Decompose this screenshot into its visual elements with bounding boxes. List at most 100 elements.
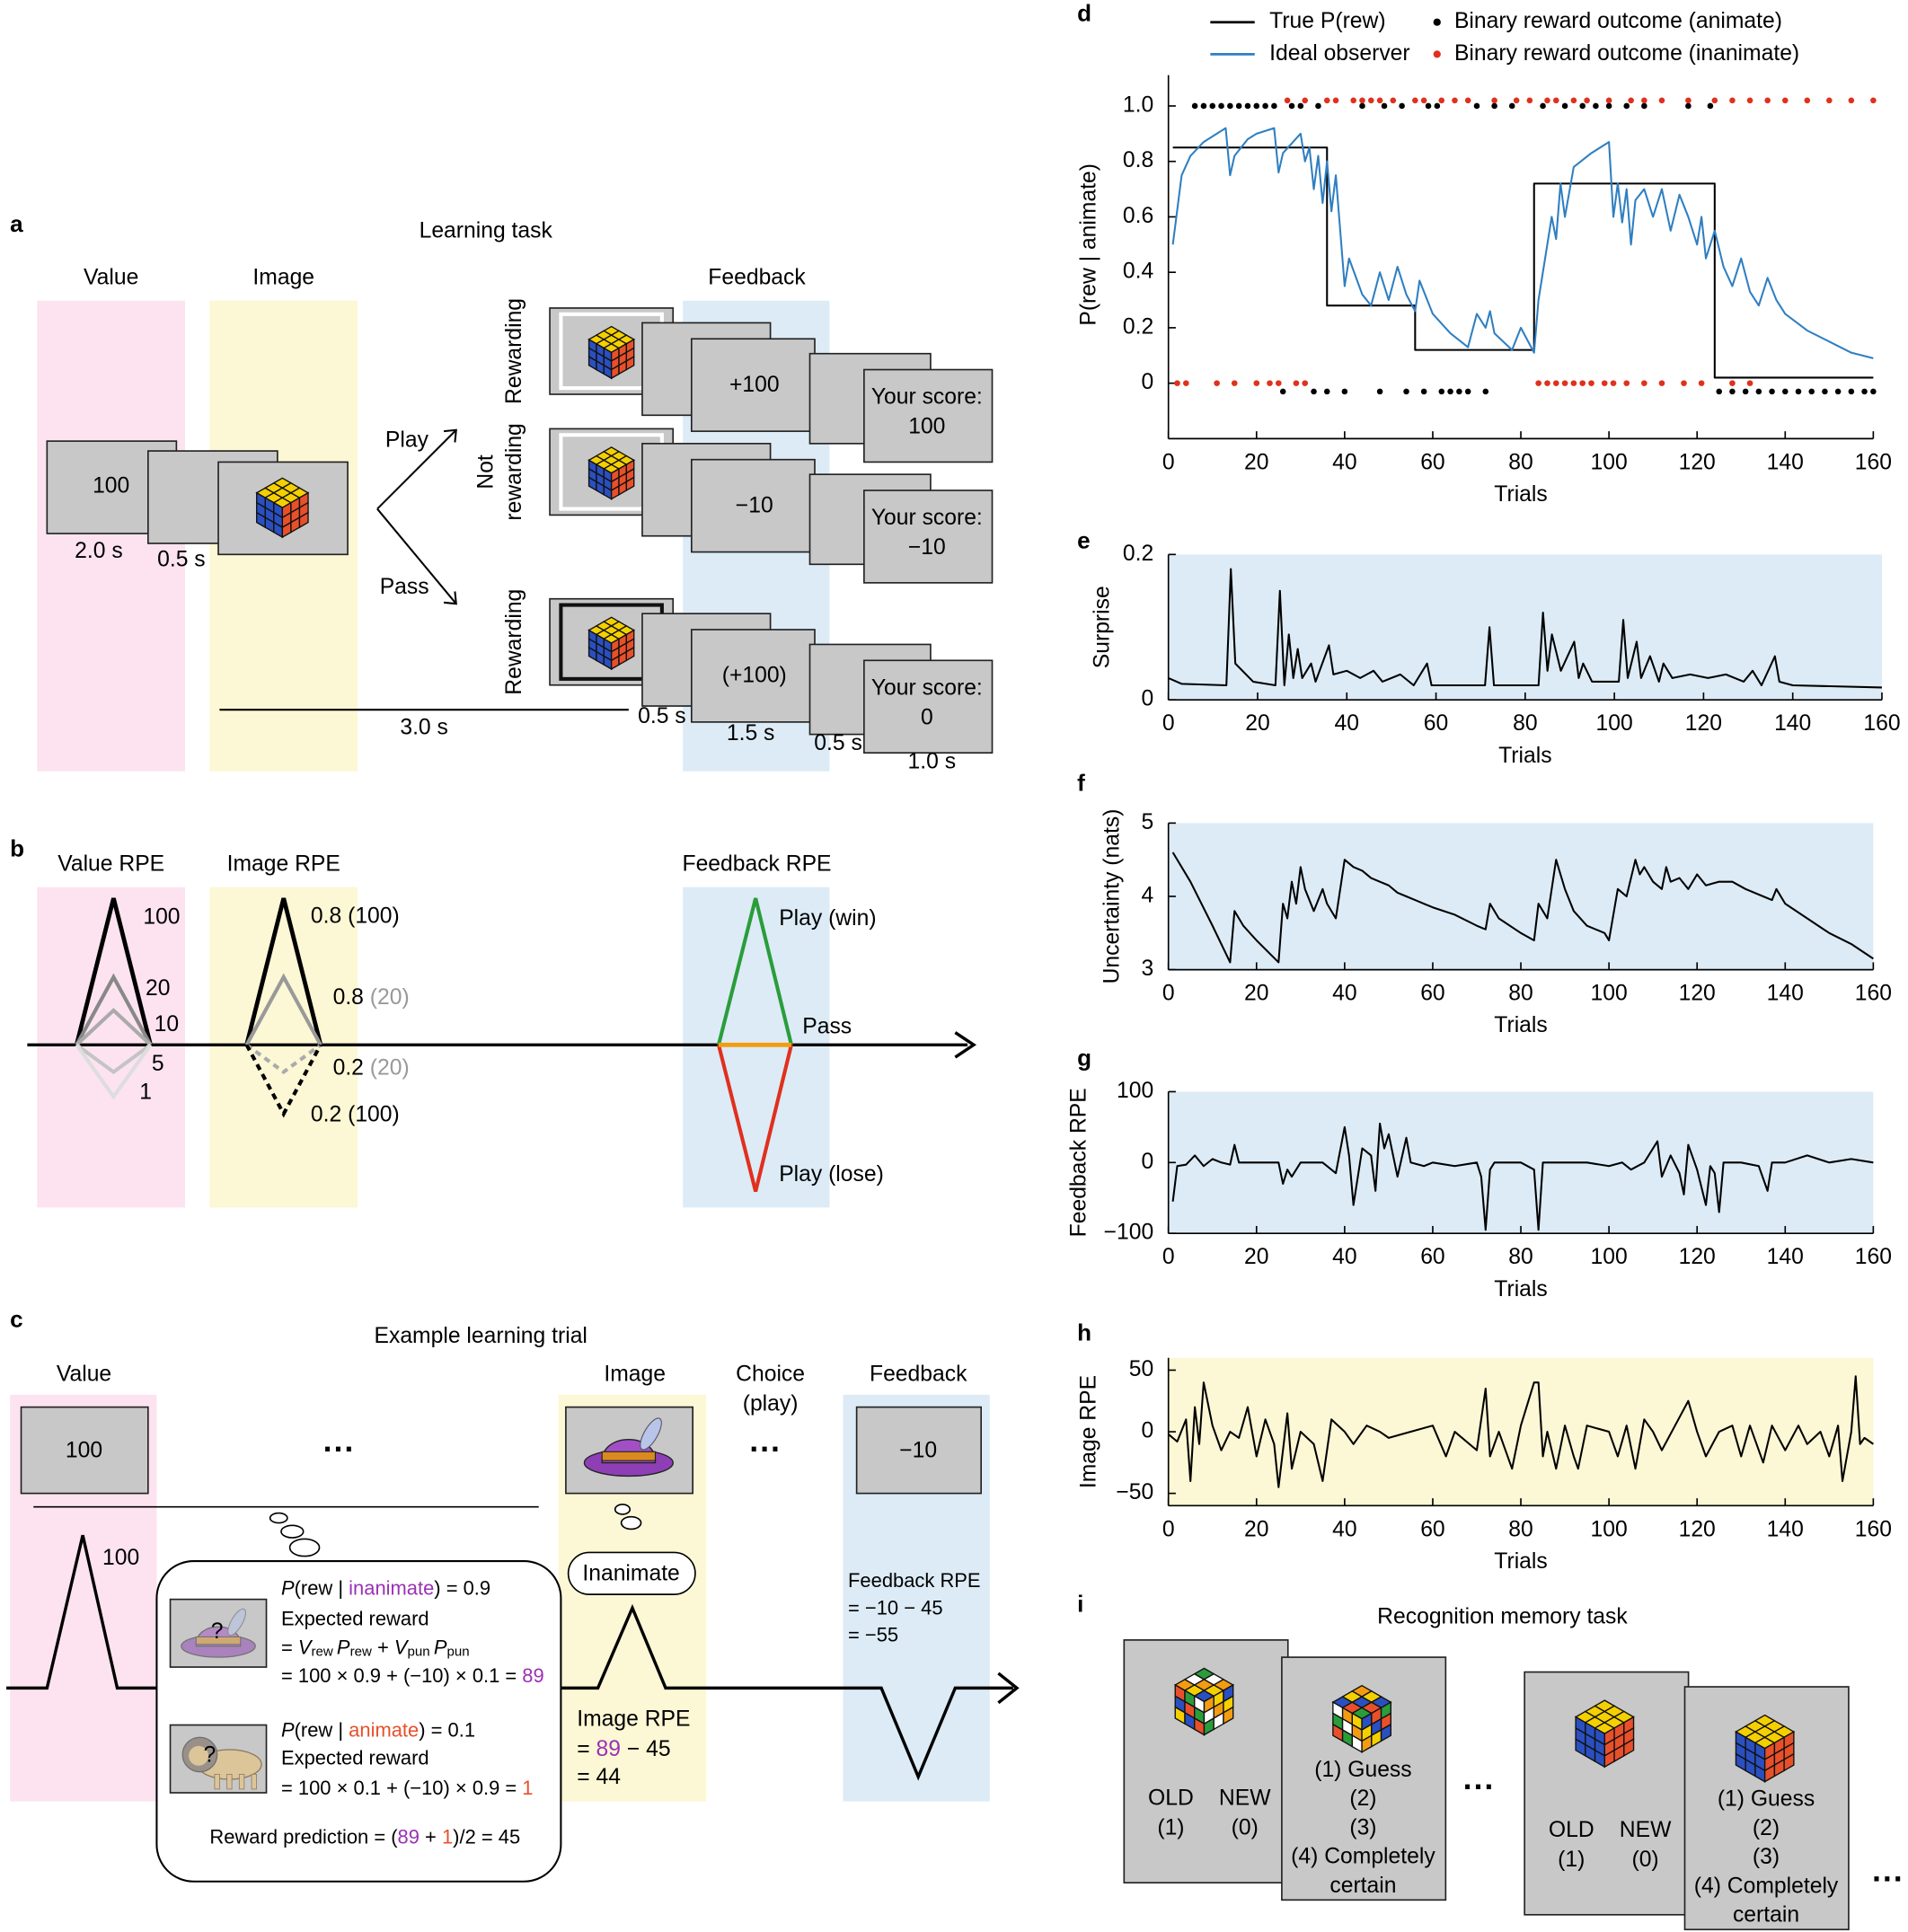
outcome-dot (1323, 388, 1330, 395)
outcome-dot (1231, 380, 1238, 386)
outcome-dot (1376, 97, 1383, 104)
x-tick-label: 20 (1245, 711, 1269, 736)
label: 100 (143, 905, 180, 930)
y-axis-label: Surprise (1091, 586, 1115, 668)
thought-bubble (614, 1504, 632, 1515)
label: (+100) (722, 664, 787, 688)
rpe-trace (6, 1534, 1013, 1781)
outcome-dot (1623, 102, 1630, 110)
outcome-dot (1716, 388, 1723, 395)
label: (2) (1349, 1786, 1376, 1811)
column-title: Image RPE (227, 852, 340, 877)
panel-label: e (1077, 526, 1091, 553)
outcome-dot (1681, 380, 1687, 386)
label: 2.0 s (75, 539, 123, 563)
x-tick-label: 100 (1591, 1245, 1628, 1269)
text-segment: )/2 = 45 (453, 1826, 520, 1848)
label: Play (win) (779, 906, 876, 931)
label: NEW (1620, 1818, 1672, 1842)
outcome-dot (1746, 380, 1753, 386)
label: NEW (1219, 1786, 1271, 1810)
panel-region (683, 887, 830, 1208)
outcome-dot (1253, 102, 1260, 110)
x-tick-label: 120 (1679, 1517, 1716, 1541)
label: +100 (729, 373, 780, 397)
text-segment: animate (349, 1718, 419, 1741)
column-title: Feedback (870, 1362, 967, 1386)
outcome-dot (1870, 388, 1877, 395)
screen (20, 1406, 149, 1495)
row-label: Rewarding (502, 298, 526, 404)
text-segment: ) = 0.1 (419, 1718, 475, 1741)
outcome-dot (1491, 97, 1497, 104)
x-tick-label: 80 (1508, 1517, 1533, 1541)
text-segment: 1 (522, 1777, 533, 1799)
label: Your score: (871, 385, 983, 410)
outcome-dot (1284, 97, 1291, 104)
row-label: Not (474, 454, 499, 490)
label: Pass (380, 575, 429, 599)
outcome-dot (1464, 388, 1471, 395)
label: Inanimate (582, 1562, 679, 1586)
cube-sticker (298, 511, 309, 529)
label: (1) Guess (1314, 1758, 1411, 1782)
hat-band (195, 1636, 242, 1645)
label: = 44 (577, 1765, 621, 1789)
x-tick-label: 60 (1420, 982, 1444, 1006)
outcome-dot (1698, 380, 1705, 386)
outcome-dot (1341, 388, 1348, 395)
panel-region (209, 887, 358, 1208)
outcome-dot (1584, 97, 1590, 104)
label: −10 (908, 535, 946, 560)
lion-leg (238, 1773, 245, 1790)
x-tick-label: 100 (1596, 711, 1633, 736)
text-segment: 0.2 (311, 1102, 341, 1126)
y-axis-label: Feedback RPE (1066, 1088, 1091, 1237)
label: = −55 (848, 1624, 898, 1646)
outcome-dot (1729, 97, 1736, 104)
text-segment: = 100 × 0.1 + (−10) × 0.9 = (281, 1777, 522, 1799)
text-segment: 0.2 (333, 1055, 364, 1080)
outcome-dot (1742, 388, 1749, 395)
outcome-dot (1302, 97, 1309, 104)
arrowhead (954, 1031, 977, 1059)
cube-icon (1735, 1714, 1796, 1783)
outcome-dot (1593, 102, 1599, 110)
text-segment: V (298, 1636, 314, 1658)
x-tick-label: 0 (1162, 1517, 1175, 1541)
text-segment: (100) (348, 1102, 400, 1126)
rich-label: = Vrew Prew + Vpun Ppun (281, 1636, 470, 1659)
text-segment: 0.8 (311, 904, 341, 928)
text-segment: inanimate (349, 1576, 434, 1599)
outcome-dot (1588, 380, 1594, 386)
x-tick-label: 120 (1679, 450, 1716, 474)
x-tick-label: 140 (1774, 711, 1811, 736)
outcome-dot (1755, 388, 1762, 395)
outcome-dot (1579, 380, 1586, 386)
text-segment: P (337, 1636, 350, 1658)
hat-icon (583, 1417, 674, 1478)
x-tick-label: 80 (1508, 450, 1533, 474)
column-title: Value (57, 1362, 111, 1386)
arrowhead (443, 428, 457, 443)
panel-label: b (10, 834, 24, 861)
y-tick-label: 4 (1141, 884, 1153, 908)
outcome-dot (1332, 97, 1339, 104)
x-tick-label: 120 (1679, 982, 1716, 1006)
label: 1.0 s (908, 750, 957, 774)
outcome-dot (1434, 102, 1441, 110)
text-segment: P (434, 1636, 447, 1658)
x-tick-label: 40 (1332, 982, 1356, 1006)
rpe-shape (716, 1044, 793, 1193)
text-segment: 1 (442, 1826, 453, 1848)
text-segment: 0.8 (333, 985, 364, 1010)
label: (4) Completely (1694, 1874, 1839, 1898)
outcome-dot (1262, 102, 1268, 110)
text-segment: ) = 0.9 (434, 1576, 490, 1599)
rpe-shape (244, 973, 322, 1046)
outcome-dot (1570, 97, 1577, 104)
outcome-dot (1729, 388, 1736, 395)
outcome-dot (1438, 388, 1445, 395)
outcome-dot (1323, 97, 1330, 104)
label: (4) Completely (1291, 1845, 1435, 1869)
